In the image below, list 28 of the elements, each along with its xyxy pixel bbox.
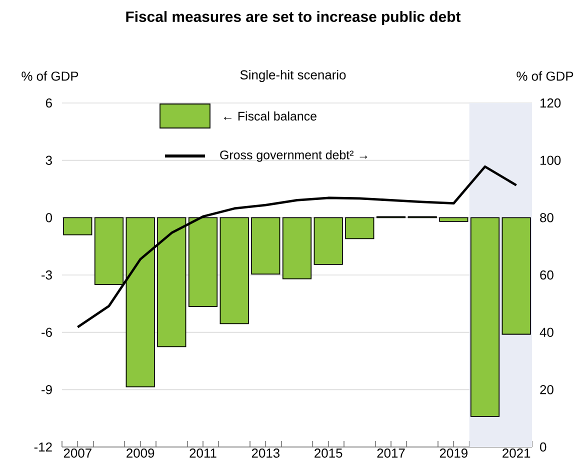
chart-subtitle: Single-hit scenario [240, 70, 346, 82]
legend-label: ← Fiscal balance [224, 111, 316, 121]
y-tick-label: -6 [42, 328, 52, 337]
x-tick-label: 2015 [314, 448, 342, 458]
y2-tick-label: 80 [540, 213, 554, 222]
chart-title: Fiscal measures are set to increase public debt [126, 11, 461, 25]
x-tick-label: 2009 [126, 448, 154, 458]
y-axis-title: % of GDP [22, 71, 78, 81]
y2-tick-label: 120 [540, 98, 561, 108]
y2-tick-label: 100 [540, 156, 561, 165]
x-tick-label: 2017 [377, 448, 405, 458]
y-tick-label: -9 [42, 385, 52, 394]
y2-tick-label: 60 [540, 270, 554, 280]
x-tick-label: 2011 [190, 448, 216, 458]
y-tick-label: -3 [42, 270, 52, 280]
y2-axis-title: % of GDP [516, 71, 574, 81]
y2-tick-label: 40 [540, 328, 554, 337]
y-tick-label: 0 [46, 213, 52, 222]
y-tick-label: -12 [34, 442, 52, 452]
y2-tick-label: 0 [540, 442, 546, 452]
legend-label: Gross government debt² → [220, 150, 368, 162]
x-tick-label: 2007 [64, 448, 92, 458]
y2-tick-label: 20 [540, 385, 554, 394]
x-tick-label: 2013 [252, 448, 280, 458]
x-tick-label: 2019 [440, 448, 468, 458]
x-tick-label: 2021 [502, 448, 530, 458]
y-tick-label: 3 [46, 156, 52, 165]
y-tick-label: 6 [46, 98, 52, 108]
